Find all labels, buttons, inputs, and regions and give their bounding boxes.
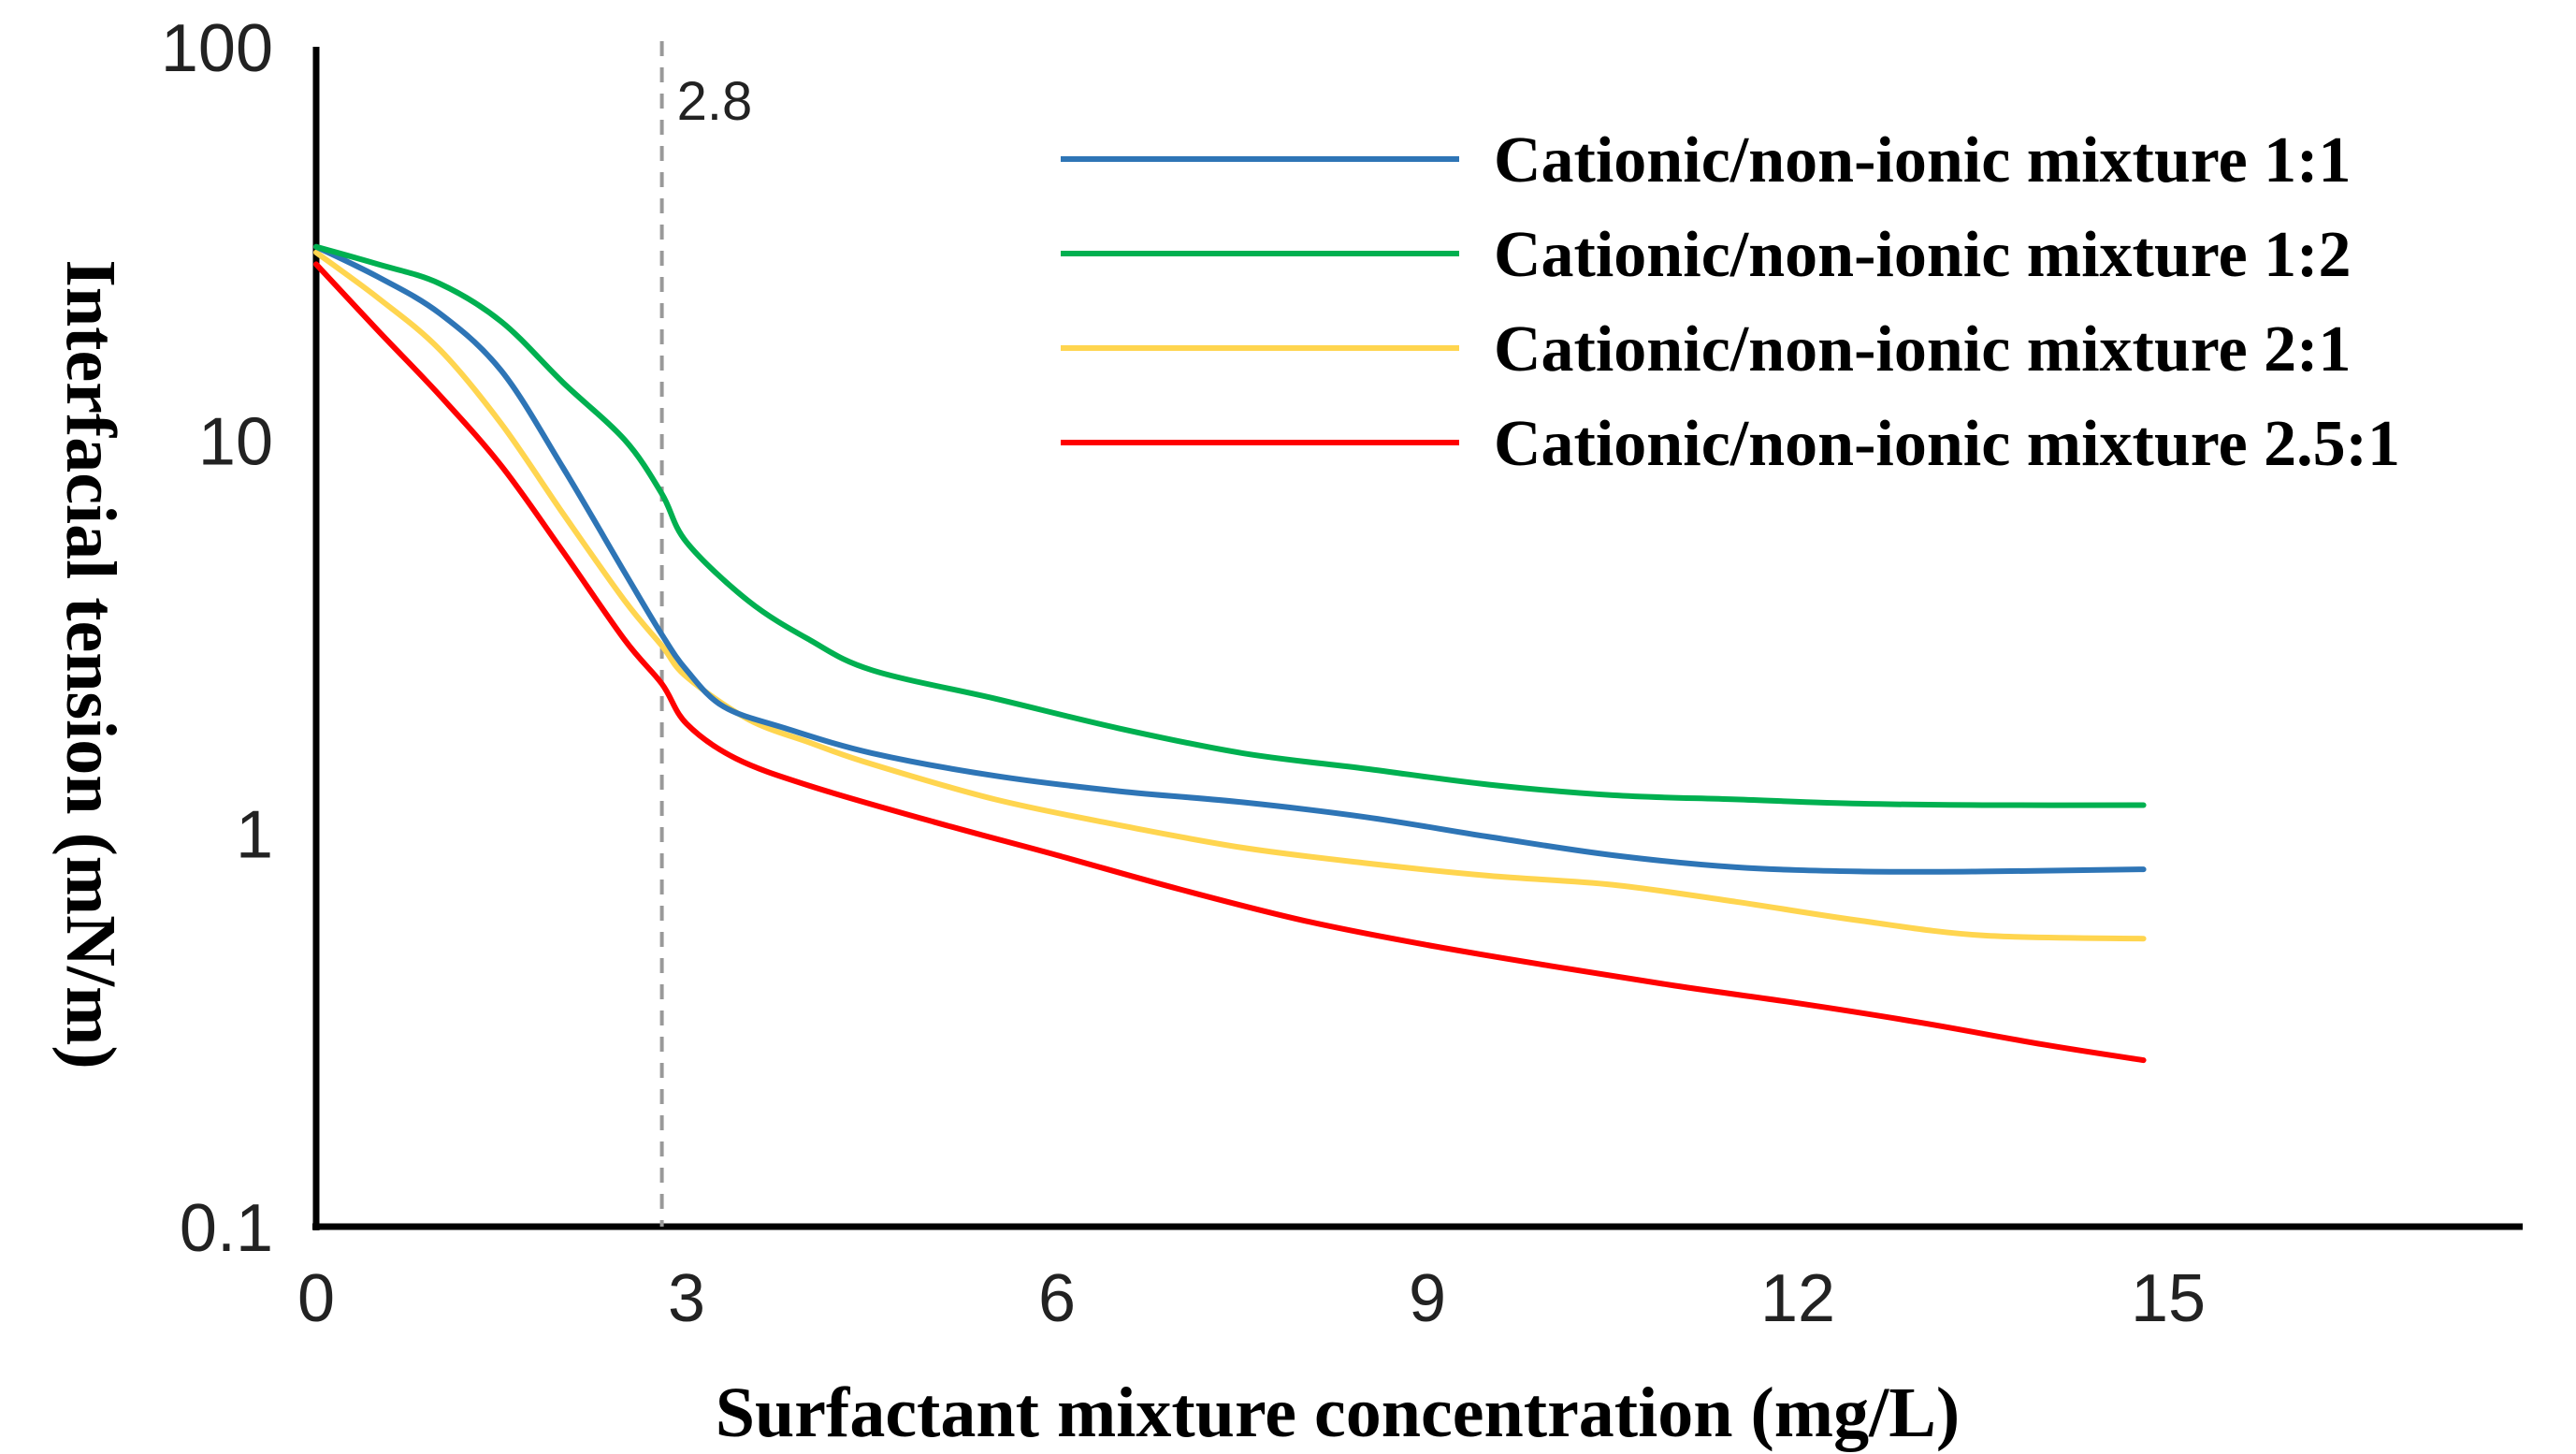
- series-line-1: [313, 243, 2147, 875]
- x-axis-title: Surfactant mixture concentration (mg/L): [716, 1374, 1960, 1452]
- y-axis-title: Interfacial tension (mN/m): [51, 259, 130, 1069]
- x-tick-label: 12: [1760, 1261, 1835, 1336]
- y-tick-label: 100: [161, 11, 273, 86]
- x-tick-label: 15: [2131, 1261, 2206, 1336]
- x-tick-label: 6: [1038, 1261, 1076, 1336]
- legend-label-2: Cationic/non-ionic mixture 1:2: [1494, 219, 2351, 291]
- series-line-2: [313, 243, 2147, 808]
- legend-label-4: Cationic/non-ionic mixture 2.5:1: [1494, 408, 2400, 480]
- legend-label-3: Cationic/non-ionic mixture 2:1: [1494, 313, 2351, 385]
- x-tick-label: 3: [668, 1261, 705, 1336]
- annotations: 2.8: [659, 41, 753, 1227]
- y-tick-label: 10: [198, 404, 273, 479]
- y-tick-label: 0.1: [180, 1191, 273, 1266]
- axes: 0 3 6 9 12 15 0.1 1 10 100: [161, 11, 2523, 1336]
- legend: Cationic/non-ionic mixture 1:1 Cationic/n…: [1061, 124, 2400, 480]
- series-line-4: [313, 261, 2147, 1064]
- x-tick-label: 0: [297, 1261, 335, 1336]
- reference-line-label: 2.8: [677, 71, 753, 132]
- series-line-3: [313, 249, 2147, 942]
- series-layer: [313, 243, 2147, 1064]
- legend-label-1: Cationic/non-ionic mixture 1:1: [1494, 124, 2351, 196]
- x-tick-label: 9: [1409, 1261, 1446, 1336]
- y-tick-label: 1: [236, 798, 273, 873]
